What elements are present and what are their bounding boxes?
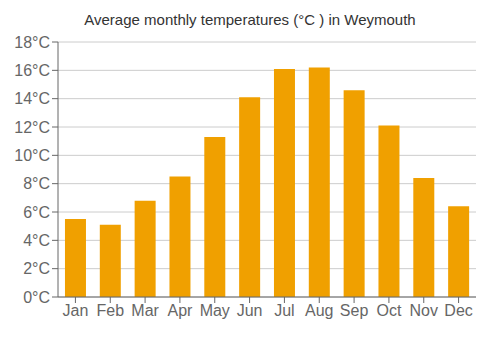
svg-text:May: May <box>200 302 230 319</box>
svg-text:Aug: Aug <box>305 302 333 319</box>
svg-text:Jul: Jul <box>274 302 294 319</box>
svg-text:Apr: Apr <box>167 302 193 319</box>
svg-text:4°C: 4°C <box>23 232 50 249</box>
svg-text:12°C: 12°C <box>14 119 50 136</box>
html-text:Average monthly temperatures (: Average monthly temperatures (°C ) in We… <box>84 11 416 28</box>
svg-text:2°C: 2°C <box>23 260 50 277</box>
svg-text:Sep: Sep <box>340 302 369 319</box>
svg-text:16°C: 16°C <box>14 62 50 79</box>
svg-text:Jan: Jan <box>63 302 89 319</box>
svg-text:Feb: Feb <box>96 302 124 319</box>
svg-text:8°C: 8°C <box>23 175 50 192</box>
svg-text:Dec: Dec <box>444 302 472 319</box>
svg-text:6°C: 6°C <box>23 204 50 221</box>
svg-text:Jun: Jun <box>237 302 263 319</box>
svg-text:10°C: 10°C <box>14 147 50 164</box>
svg-text:Mar: Mar <box>131 302 159 319</box>
svg-text:0°C: 0°C <box>23 289 50 306</box>
svg-text:14°C: 14°C <box>14 90 50 107</box>
svg-text:Nov: Nov <box>410 302 438 319</box>
svg-text:18°C: 18°C <box>14 34 50 51</box>
svg-text:Oct: Oct <box>376 302 401 319</box>
